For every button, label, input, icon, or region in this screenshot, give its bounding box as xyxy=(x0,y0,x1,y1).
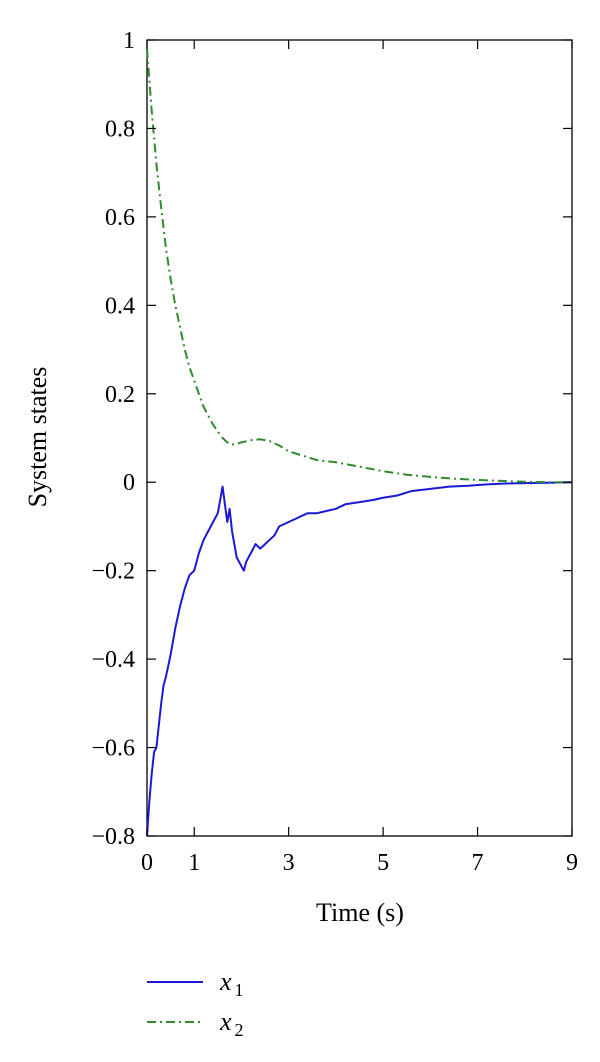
y-tick-label: 0 xyxy=(123,470,135,496)
y-tick-label: 1 xyxy=(123,28,135,54)
legend: x 1 x 2 xyxy=(147,967,244,1040)
y-tick-label: −0.2 xyxy=(91,559,135,585)
x-tick-label: 0 xyxy=(141,850,153,876)
plot-area xyxy=(146,39,573,837)
series-group xyxy=(146,48,573,837)
x-tick-label: 7 xyxy=(472,850,484,876)
y-tick-label: 0.8 xyxy=(105,116,135,142)
x-axis-title: Time (s) xyxy=(316,898,404,927)
x-tick-label: 3 xyxy=(283,850,295,876)
y-axis-title: System states xyxy=(23,367,52,508)
axis-ticks: 10.80.60.40.20−0.2−0.4−0.6−0.80 1 3 5 7 9 xyxy=(91,28,578,876)
legend-subscript: 1 xyxy=(235,980,244,1000)
y-tick-label: 0.6 xyxy=(105,205,135,231)
x-tick-label: 1 xyxy=(188,850,200,876)
plot-frame xyxy=(146,39,573,837)
y-tick-label: 0.4 xyxy=(105,293,135,319)
series-line-x2 xyxy=(146,48,572,484)
series-line-x1 xyxy=(146,481,573,837)
x-tick-label: 9 xyxy=(566,850,578,876)
x-tick-label: 5 xyxy=(377,850,389,876)
y-tick-label: −0.8 xyxy=(91,824,135,850)
y-tick-label: −0.4 xyxy=(91,647,135,673)
y-tick-label: 0.2 xyxy=(105,382,135,408)
legend-subscript: 2 xyxy=(235,1020,244,1040)
y-tick-label: −0.6 xyxy=(91,736,135,762)
